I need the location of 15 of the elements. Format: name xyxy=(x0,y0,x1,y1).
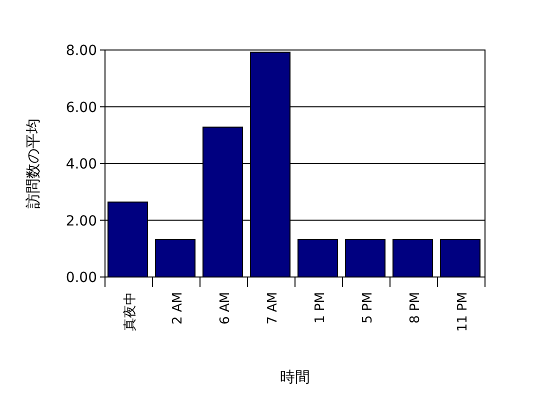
x-tick-label: 真夜中 xyxy=(122,292,138,331)
y-tick-label: 4.00 xyxy=(66,156,97,172)
y-tick-label: 8.00 xyxy=(66,43,97,59)
y-tick-label: 6.00 xyxy=(66,100,97,116)
x-tick-label: 5 PM xyxy=(360,292,376,324)
x-tick-label: 8 PM xyxy=(408,292,423,324)
x-tick-label: 6 AM xyxy=(218,292,233,325)
y-tick-label: 2.00 xyxy=(66,213,97,230)
x-tick-label: 7 AM xyxy=(265,292,280,325)
x-tick-label: 1 PM xyxy=(312,292,328,324)
x-tick-label: 11 PM xyxy=(455,292,470,332)
y-tick-label: 0.00 xyxy=(66,270,97,286)
x-axis-title: 時間 xyxy=(280,368,310,386)
y-axis-title: 訪問数の平均 xyxy=(24,118,42,208)
x-tick-label: 2 AM xyxy=(170,292,186,325)
